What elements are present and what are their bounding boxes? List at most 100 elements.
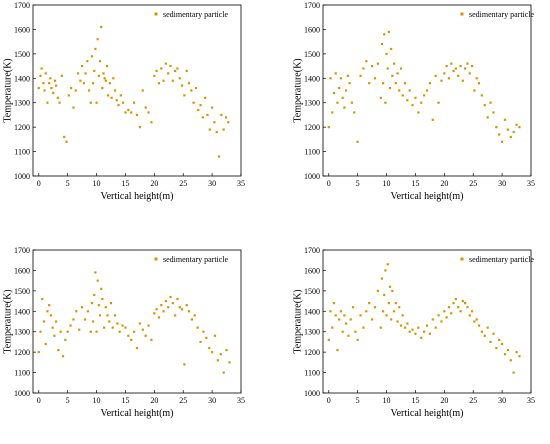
y-axis-label: Temperature(K) [3, 58, 14, 122]
x-tick-label: 0 [327, 396, 331, 405]
data-point [46, 310, 49, 313]
data-point [443, 72, 446, 75]
data-point [406, 99, 409, 102]
data-point [37, 86, 40, 90]
data-point [387, 30, 390, 33]
data-point [75, 310, 78, 313]
y-tick-label: 1200 [304, 123, 320, 132]
y-tick-label: 1000 [14, 389, 30, 398]
data-point [81, 306, 84, 309]
x-tick-label: 0 [37, 396, 41, 405]
x-tick-label: 25 [469, 396, 477, 405]
data-point [428, 332, 431, 335]
x-tick-label: 30 [208, 179, 216, 188]
data-point [53, 79, 57, 82]
data-point [225, 349, 228, 352]
data-point [81, 64, 84, 68]
data-point [461, 79, 464, 82]
data-point [55, 84, 58, 87]
data-point [111, 326, 114, 329]
data-point [199, 104, 202, 107]
data-point [46, 101, 49, 104]
data-point [506, 128, 509, 131]
data-point [473, 320, 476, 323]
data-point [95, 101, 98, 104]
y-tick-label: 1400 [304, 307, 320, 316]
data-point [470, 310, 474, 313]
data-point [115, 99, 118, 102]
data-point [104, 306, 107, 309]
data-point [371, 318, 374, 321]
data-point [362, 326, 365, 329]
y-tick-label: 1100 [304, 148, 320, 157]
data-point [336, 101, 339, 104]
data-point [329, 310, 332, 313]
x-tick-label: 20 [440, 396, 448, 405]
data-point [447, 77, 451, 80]
data-point [492, 111, 495, 114]
data-point [339, 77, 343, 80]
data-point [104, 79, 107, 82]
data-point [103, 77, 106, 80]
data-point [157, 82, 161, 85]
y-tick-label: 1400 [14, 307, 30, 316]
data-point [90, 55, 94, 58]
data-point [440, 79, 443, 82]
data-point [72, 106, 75, 109]
data-point [222, 371, 225, 374]
data-point [157, 316, 161, 319]
data-point [107, 94, 110, 97]
x-tick-label: 35 [527, 396, 535, 405]
data-point [102, 72, 105, 75]
data-point [341, 330, 344, 333]
data-point [197, 108, 200, 112]
data-point [176, 297, 179, 301]
data-point [386, 67, 389, 70]
data-point [518, 126, 521, 129]
data-point [206, 113, 209, 117]
x-tick-label: 0 [327, 179, 331, 188]
data-point [89, 101, 92, 104]
data-point [503, 118, 507, 121]
data-point [365, 60, 368, 63]
data-point [371, 64, 374, 68]
x-tick-label: 20 [150, 179, 158, 188]
data-point [220, 113, 223, 117]
data-point [468, 314, 471, 317]
data-point [185, 69, 188, 73]
data-point [401, 94, 404, 97]
data-point [147, 111, 150, 114]
x-tick-label: 30 [498, 396, 506, 405]
data-point [391, 289, 394, 292]
data-point [359, 314, 362, 317]
data-point [437, 314, 440, 317]
data-point [450, 312, 453, 315]
data-point [208, 128, 211, 131]
legend-marker [154, 257, 158, 261]
data-point [495, 346, 498, 350]
x-tick-label: 15 [411, 179, 419, 188]
data-point [86, 60, 89, 63]
data-point [97, 74, 100, 77]
data-point [390, 47, 393, 51]
legend: sedimentary particle [154, 10, 229, 19]
data-point [445, 316, 448, 319]
data-point [135, 346, 139, 350]
data-point [477, 324, 481, 327]
data-point [150, 338, 153, 341]
legend-marker [154, 12, 158, 16]
data-point [477, 82, 481, 85]
data-point [67, 94, 70, 97]
data-point [341, 96, 344, 99]
data-point [58, 101, 61, 104]
data-point [98, 314, 102, 317]
data-point [501, 342, 504, 346]
x-tick-label: 25 [179, 396, 187, 405]
data-point [399, 324, 403, 327]
data-point [144, 334, 147, 337]
x-tick-label: 35 [527, 179, 535, 188]
data-point [380, 42, 384, 46]
data-point [102, 326, 106, 329]
data-point [96, 279, 99, 282]
